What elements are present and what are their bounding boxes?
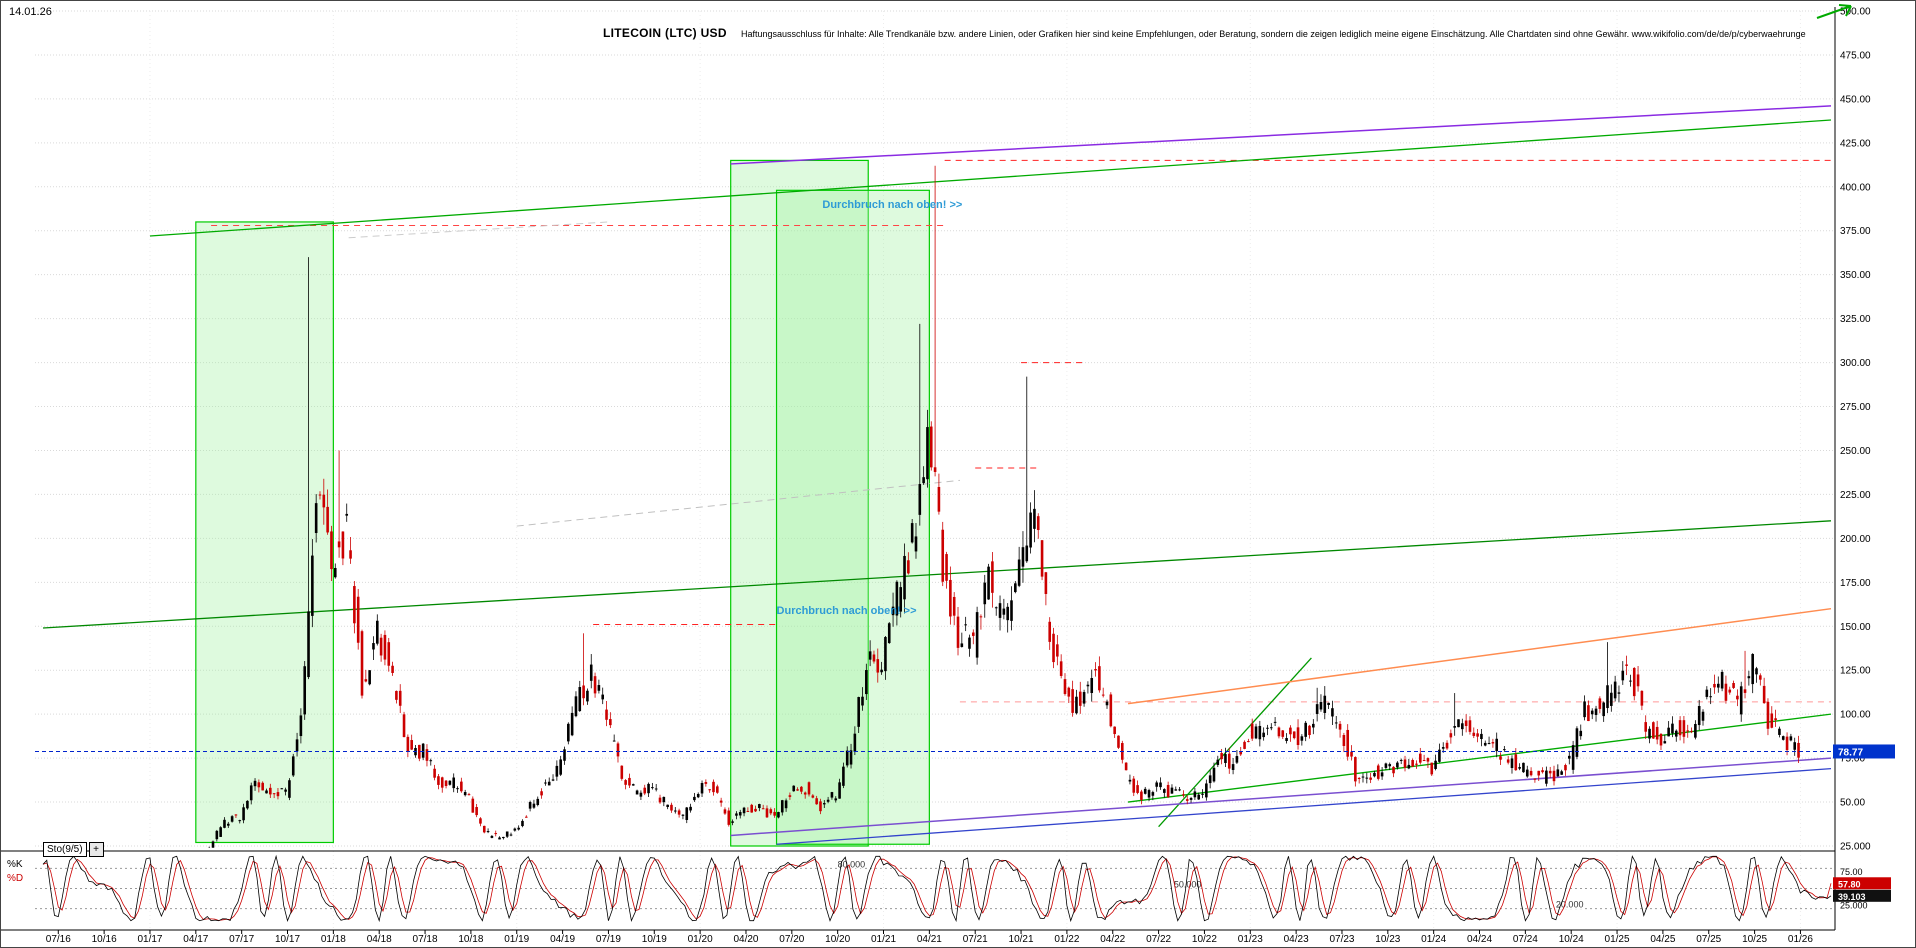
chart-date-label: 14.01.26	[9, 6, 52, 18]
svg-text:125.00: 125.00	[1840, 666, 1871, 677]
svg-text:80.000: 80.000	[838, 859, 866, 869]
stoch-d-line	[42, 856, 1832, 921]
breakout-boxes	[195, 159, 930, 847]
svg-text:75.00: 75.00	[1840, 867, 1863, 877]
svg-text:07/18: 07/18	[413, 934, 438, 945]
svg-text:10/17: 10/17	[275, 934, 300, 945]
indicator-name-label: Sto(9/5)	[43, 842, 87, 857]
svg-text:400.00: 400.00	[1840, 182, 1871, 193]
chart-title: LITECOIN (LTC) USD	[603, 26, 727, 40]
svg-text:01/21: 01/21	[871, 934, 896, 945]
svg-text:50.000: 50.000	[1174, 880, 1202, 890]
svg-text:450.00: 450.00	[1840, 94, 1871, 105]
trend-lines	[42, 105, 1832, 845]
svg-text:07/21: 07/21	[963, 934, 988, 945]
svg-text:500.00: 500.00	[1840, 7, 1871, 18]
svg-text:04/20: 04/20	[733, 934, 758, 945]
svg-text:10/23: 10/23	[1375, 934, 1400, 945]
svg-text:325.00: 325.00	[1840, 314, 1871, 325]
svg-text:10/19: 10/19	[642, 934, 667, 945]
svg-text:04/24: 04/24	[1467, 934, 1492, 945]
svg-text:01/18: 01/18	[321, 934, 346, 945]
svg-text:07/25: 07/25	[1696, 934, 1721, 945]
svg-text:78.77: 78.77	[1838, 747, 1863, 758]
svg-text:100.00: 100.00	[1840, 710, 1871, 721]
current-price-badge: 78.77	[1833, 744, 1895, 759]
svg-text:275.00: 275.00	[1840, 402, 1871, 413]
svg-text:250.00: 250.00	[1840, 446, 1871, 457]
price-axis-labels: 500.00 475.00 450.00 425.00 400.00 375.00 350.…	[1840, 7, 1871, 853]
svg-text:225.00: 225.00	[1840, 490, 1871, 501]
disclaimer-text: Haftungsausschluss für Inhalte: Alle Tre…	[741, 29, 1806, 39]
svg-text:10/20: 10/20	[825, 934, 850, 945]
svg-text:350.00: 350.00	[1840, 270, 1871, 281]
svg-text:01/20: 01/20	[688, 934, 713, 945]
svg-text:75.00: 75.00	[1840, 754, 1865, 765]
svg-text:20.000: 20.000	[1556, 900, 1584, 910]
svg-text:10/25: 10/25	[1742, 934, 1767, 945]
svg-text:07/24: 07/24	[1513, 934, 1538, 945]
svg-text:375.00: 375.00	[1840, 226, 1871, 237]
axes	[1, 7, 1836, 931]
svg-text:25.000: 25.000	[1840, 900, 1868, 910]
time-axis-labels: 07/16 10/16 01/17 04/17 07/17 10/17 01/18 04/18…	[46, 930, 1813, 945]
indicator-add-button[interactable]: +	[88, 842, 104, 857]
svg-text:57.80: 57.80	[1838, 879, 1861, 889]
svg-text:10/22: 10/22	[1192, 934, 1217, 945]
svg-text:04/22: 04/22	[1100, 934, 1125, 945]
candlestick-series	[207, 165, 1800, 848]
svg-text:04/21: 04/21	[917, 934, 942, 945]
green-up-arrow-icon	[1816, 4, 1852, 19]
svg-text:200.00: 200.00	[1840, 534, 1871, 545]
svg-text:175.00: 175.00	[1840, 578, 1871, 589]
svg-text:01/25: 01/25	[1605, 934, 1630, 945]
svg-text:04/17: 04/17	[183, 934, 208, 945]
svg-text:01/26: 01/26	[1788, 934, 1813, 945]
svg-text:475.00: 475.00	[1840, 50, 1871, 61]
svg-text:04/19: 04/19	[550, 934, 575, 945]
svg-text:04/23: 04/23	[1284, 934, 1309, 945]
svg-text:07/17: 07/17	[229, 934, 254, 945]
stoch-k-line	[42, 854, 1832, 923]
stochastic-badges: 57.80 39.103	[1833, 877, 1891, 902]
svg-text:07/20: 07/20	[779, 934, 804, 945]
svg-text:150.00: 150.00	[1840, 622, 1871, 633]
svg-text:425.00: 425.00	[1840, 138, 1871, 149]
svg-text:10/21: 10/21	[1009, 934, 1034, 945]
svg-text:39.103: 39.103	[1838, 892, 1866, 902]
stoch-k-label: %K	[7, 859, 23, 870]
resistance-lines	[211, 159, 1831, 703]
svg-text:07/16: 07/16	[46, 934, 71, 945]
svg-text:10/16: 10/16	[92, 934, 117, 945]
svg-text:01/22: 01/22	[1054, 934, 1079, 945]
svg-text:04/18: 04/18	[367, 934, 392, 945]
svg-text:04/25: 04/25	[1650, 934, 1675, 945]
indicator-header: Sto(9/5) +	[43, 842, 104, 857]
svg-text:01/19: 01/19	[504, 934, 529, 945]
svg-text:10/18: 10/18	[458, 934, 483, 945]
svg-text:25.000: 25.000	[1840, 842, 1871, 853]
stoch-d-label: %D	[7, 873, 24, 884]
breakout-annotations: Durchbruch nach oben! >> Durchbruch nach …	[777, 199, 963, 617]
svg-text:Durchbruch nach oben! >>: Durchbruch nach oben! >>	[777, 605, 917, 617]
svg-text:07/19: 07/19	[596, 934, 621, 945]
svg-text:01/23: 01/23	[1238, 934, 1263, 945]
svg-text:Durchbruch nach oben! >>: Durchbruch nach oben! >>	[822, 199, 962, 211]
svg-text:01/24: 01/24	[1421, 934, 1446, 945]
svg-text:50.00: 50.00	[1840, 798, 1865, 809]
svg-text:10/24: 10/24	[1559, 934, 1584, 945]
svg-text:07/22: 07/22	[1146, 934, 1171, 945]
svg-text:01/17: 01/17	[137, 934, 162, 945]
svg-text:07/23: 07/23	[1329, 934, 1354, 945]
svg-text:300.00: 300.00	[1840, 358, 1871, 369]
